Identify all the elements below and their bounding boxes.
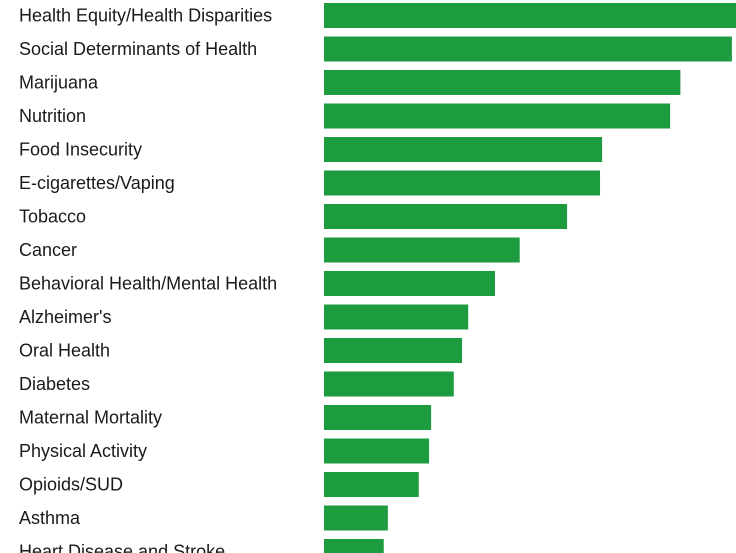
category-label: Social Determinants of Health (19, 39, 257, 59)
bar-17 (324, 539, 384, 553)
category-label: Diabetes (19, 374, 90, 394)
category-label: E-cigarettes/Vaping (19, 173, 175, 193)
bar-1 (324, 3, 736, 28)
bar-14 (324, 438, 430, 464)
bars (324, 3, 736, 553)
bar-5 (324, 137, 603, 162)
bar-15 (324, 472, 419, 497)
category-label: Heart Disease and Stroke (19, 542, 225, 553)
bar-10 (324, 304, 469, 330)
category-label: Opioids/SUD (19, 475, 123, 495)
category-label: Behavioral Health/Mental Health (19, 274, 277, 294)
category-label: Health Equity/Health Disparities (19, 6, 272, 26)
category-label: Alzheimer's (19, 307, 111, 327)
bar-12 (324, 371, 454, 397)
category-label: Asthma (19, 508, 81, 528)
category-label: Tobacco (19, 207, 86, 227)
bar-11 (324, 338, 463, 363)
category-label: Oral Health (19, 341, 110, 361)
category-label: Maternal Mortality (19, 408, 162, 428)
bar-7 (324, 204, 568, 229)
category-labels: Health Equity/Health Disparities Social D… (19, 6, 277, 553)
category-label: Marijuana (19, 73, 99, 93)
bar-8 (324, 237, 520, 263)
bar-16 (324, 505, 388, 531)
bar-2 (324, 36, 732, 62)
category-label: Physical Activity (19, 441, 147, 461)
bar-4 (324, 103, 671, 129)
category-label: Nutrition (19, 106, 86, 126)
bar-13 (324, 405, 432, 430)
bar-9 (324, 271, 495, 296)
bar-3 (324, 70, 681, 95)
category-label: Cancer (19, 240, 77, 260)
bar-6 (324, 170, 601, 196)
category-label: Food Insecurity (19, 140, 142, 160)
